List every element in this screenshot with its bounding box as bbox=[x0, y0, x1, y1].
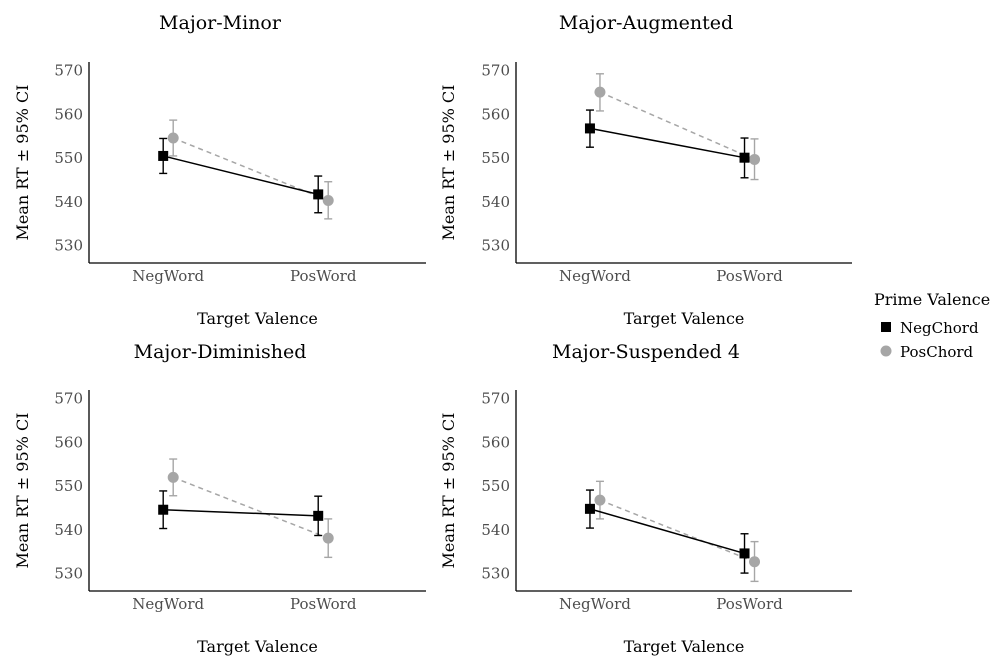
x-tick-label: NegWord bbox=[559, 595, 631, 613]
legend-item-poschord: PosChord bbox=[880, 343, 974, 361]
series-line-negchord bbox=[163, 155, 319, 196]
panel-major-diminished: Major-Diminished 530 540 550 560 570 NegWord Po… bbox=[13, 341, 426, 656]
y-tick-label: 540 bbox=[54, 521, 83, 539]
chart-panels: Major-Minor 530 540 550 560 570 NegWord PosWord… bbox=[13, 12, 852, 656]
legend-item-negchord: NegChord bbox=[881, 319, 979, 337]
panel-major-augmented: Major-Augmented 530 540 550 560 570 NegWord Pos… bbox=[439, 12, 852, 328]
x-tick-label: NegWord bbox=[132, 595, 204, 613]
data-point bbox=[167, 132, 179, 144]
x-axis-title: Target Valence bbox=[624, 637, 745, 656]
panel-major-suspended-4: Major-Suspended 4 530 540 550 560 570 NegWord P… bbox=[439, 341, 852, 656]
series-poschord bbox=[167, 119, 334, 220]
panel-title: Major-Augmented bbox=[559, 12, 733, 34]
data-point bbox=[158, 504, 169, 515]
data-point bbox=[749, 153, 761, 165]
y-tick-label: 560 bbox=[481, 433, 510, 451]
panel-major-minor: Major-Minor 530 540 550 560 570 NegWord PosWord… bbox=[13, 12, 426, 328]
y-tick-label: 540 bbox=[481, 521, 510, 539]
y-axis-title: Mean RT ± 95% CI bbox=[439, 84, 458, 240]
data-point bbox=[594, 494, 606, 506]
x-axis-title: Target Valence bbox=[197, 637, 318, 656]
x-axis-title: Target Valence bbox=[197, 309, 318, 328]
y-axis-title: Mean RT ± 95% CI bbox=[13, 84, 32, 240]
x-tick-label: PosWord bbox=[716, 595, 783, 613]
y-tick-label: 530 bbox=[481, 565, 510, 583]
y-tick-label: 560 bbox=[54, 433, 83, 451]
series-line-negchord bbox=[589, 508, 745, 555]
y-tick-label: 570 bbox=[54, 62, 83, 80]
y-tick-label: 560 bbox=[54, 105, 83, 123]
series-line-negchord bbox=[589, 127, 745, 159]
panel-title: Major-Diminished bbox=[134, 341, 307, 363]
y-tick-label: 530 bbox=[54, 565, 83, 583]
data-point bbox=[313, 510, 324, 521]
data-point bbox=[594, 86, 606, 98]
y-tick-label: 570 bbox=[481, 390, 510, 408]
data-point bbox=[322, 532, 334, 544]
x-tick-label: NegWord bbox=[559, 267, 631, 285]
legend-key-poschord bbox=[880, 345, 892, 357]
y-tick-label: 530 bbox=[54, 237, 83, 255]
data-point bbox=[584, 503, 595, 514]
series-poschord bbox=[594, 480, 761, 583]
y-tick-label: 550 bbox=[481, 149, 510, 167]
series-line-poschord bbox=[599, 91, 755, 161]
data-point bbox=[739, 152, 750, 163]
data-point bbox=[158, 150, 169, 161]
series-negchord bbox=[158, 137, 324, 214]
series-negchord bbox=[584, 489, 750, 574]
legend-label-negchord: NegChord bbox=[900, 319, 979, 337]
legend-title: Prime Valence bbox=[874, 290, 990, 309]
y-tick-label: 560 bbox=[481, 105, 510, 123]
data-point bbox=[313, 189, 324, 200]
legend-label-poschord: PosChord bbox=[900, 343, 974, 361]
series-line-poschord bbox=[172, 476, 329, 539]
series-poschord bbox=[594, 73, 761, 181]
data-point bbox=[167, 471, 179, 483]
data-point bbox=[739, 548, 750, 559]
legend: Prime Valence NegChord PosChord bbox=[874, 290, 990, 361]
x-tick-label: PosWord bbox=[290, 267, 357, 285]
series-line-poschord bbox=[599, 499, 755, 563]
data-point bbox=[749, 556, 761, 568]
y-axis-title: Mean RT ± 95% CI bbox=[439, 412, 458, 568]
y-tick-label: 540 bbox=[481, 193, 510, 211]
y-tick-label: 530 bbox=[481, 237, 510, 255]
y-tick-label: 570 bbox=[54, 390, 83, 408]
y-axis-title: Mean RT ± 95% CI bbox=[13, 412, 32, 568]
series-poschord bbox=[167, 458, 334, 559]
y-tick-label: 540 bbox=[54, 193, 83, 211]
y-tick-label: 550 bbox=[481, 477, 510, 495]
panel-title: Major-Minor bbox=[159, 12, 282, 34]
series-negchord bbox=[584, 109, 750, 179]
data-point bbox=[584, 123, 595, 134]
y-tick-label: 570 bbox=[481, 62, 510, 80]
y-tick-label: 550 bbox=[54, 477, 83, 495]
y-tick-label: 550 bbox=[54, 149, 83, 167]
panel-title: Major-Suspended 4 bbox=[552, 341, 740, 363]
x-tick-label: NegWord bbox=[132, 267, 204, 285]
legend-key-negchord bbox=[881, 322, 891, 332]
x-axis-title: Target Valence bbox=[624, 309, 745, 328]
x-tick-label: PosWord bbox=[716, 267, 783, 285]
series-negchord bbox=[158, 490, 324, 537]
x-tick-label: PosWord bbox=[290, 595, 357, 613]
series-line-negchord bbox=[163, 508, 319, 517]
data-point bbox=[322, 195, 334, 207]
